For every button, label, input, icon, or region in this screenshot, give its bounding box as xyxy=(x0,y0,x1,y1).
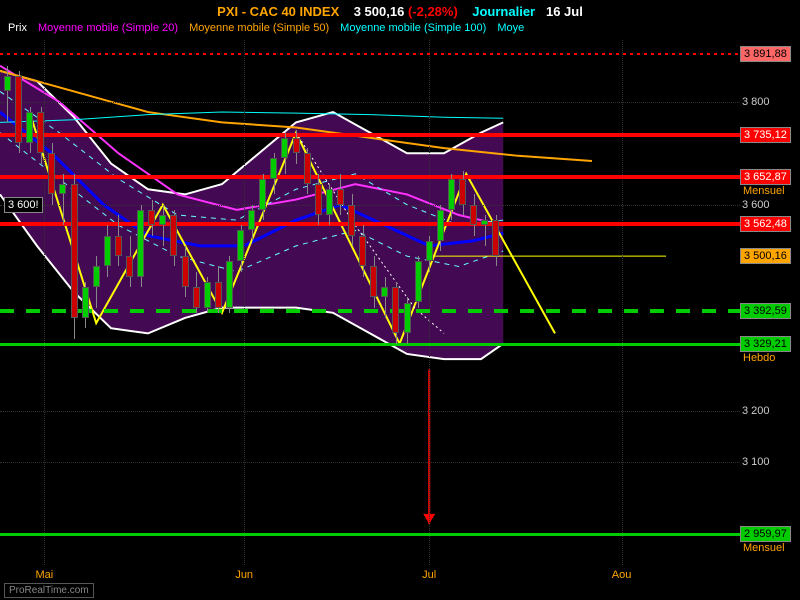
legend-ma50: Moyenne mobile (Simple 50) xyxy=(189,22,329,34)
symbol: PXI - CAC 40 INDEX xyxy=(217,4,339,19)
price-box-sub: Hebdo xyxy=(740,351,778,365)
y-axis: 3 100 3 200 3 600 3 800 3 891,88 3 735,12 3 65… xyxy=(740,40,800,565)
y-tick: 3 800 xyxy=(742,96,770,108)
legend-ma100: Moyenne mobile (Simple 100) xyxy=(340,22,486,34)
y-tick: 3 600 xyxy=(742,199,770,211)
price-box: 2 959,97 xyxy=(740,526,791,542)
y-tick: 3 200 xyxy=(742,405,770,417)
legend: Prix Moyenne mobile (Simple 20) Moyenne … xyxy=(8,22,532,34)
chart-plot[interactable]: 3 600! xyxy=(0,40,740,565)
x-tick: Jun xyxy=(235,569,253,581)
price-box: 3 891,88 xyxy=(740,46,791,62)
x-axis: Mai Jun Jul Aou xyxy=(0,565,740,595)
price-box: 3 562,48 xyxy=(740,216,791,232)
price-box: 3 329,21 xyxy=(740,336,791,352)
chart-title: PXI - CAC 40 INDEX 3 500,16 (-2,28%) Jou… xyxy=(0,4,800,19)
price-box-sub: Mensuel xyxy=(740,184,788,198)
price: 3 500,16 xyxy=(354,4,405,19)
price-box: 3 652,87 xyxy=(740,169,791,185)
price-box-sub: Mensuel xyxy=(740,541,788,555)
legend-extra: Moye xyxy=(497,22,524,34)
legend-ma20: Moyenne mobile (Simple 20) xyxy=(38,22,178,34)
watermark: ProRealTime.com xyxy=(4,583,94,598)
period: Journalier xyxy=(472,4,535,19)
change-pct: (-2,28%) xyxy=(408,4,458,19)
x-tick: Aou xyxy=(612,569,632,581)
x-tick: Mai xyxy=(36,569,54,581)
price-box: 3 500,16 xyxy=(740,248,791,264)
legend-prix: Prix xyxy=(8,22,27,34)
price-box: 3 392,59 xyxy=(740,303,791,319)
price-box: 3 735,12 xyxy=(740,127,791,143)
y-tick: 3 100 xyxy=(742,456,770,468)
date: 16 Jul xyxy=(546,4,583,19)
left-price-label: 3 600! xyxy=(4,197,43,213)
x-tick: Jul xyxy=(422,569,436,581)
